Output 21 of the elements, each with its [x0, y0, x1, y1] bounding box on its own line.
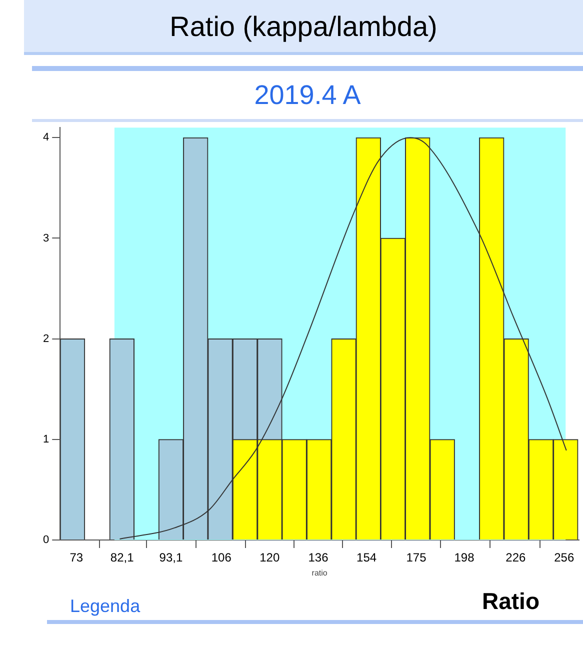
y-tick-label: 4 — [42, 132, 50, 144]
x-tick-label: 154 — [356, 550, 377, 565]
x-tick-label: 82,1 — [110, 550, 134, 565]
text: Legenda — [70, 596, 140, 617]
x-tick-label: 73 — [70, 550, 84, 565]
x-tick-label: 93,1 — [159, 550, 183, 565]
x-tick-label: 256 — [554, 550, 574, 565]
chart-title: Ratio (kappa/lambda) — [24, 0, 583, 55]
x-tick-label: 198 — [454, 550, 475, 565]
y-tick-label: 1 — [42, 433, 50, 446]
x-tick-label: 120 — [260, 550, 280, 565]
text: Ratio — [482, 588, 540, 615]
x-tick-label: 106 — [211, 550, 232, 565]
x-tick-label: 226 — [506, 550, 526, 565]
y-tick-label: 0 — [42, 534, 50, 546]
y-tick-label: 2 — [42, 332, 50, 345]
y-tick-label: 3 — [42, 232, 50, 244]
x-tick-label: 175 — [406, 550, 427, 565]
x-tick-label: 136 — [308, 550, 329, 565]
x-axis-title: ratio — [312, 568, 328, 578]
chart-subtitle: 2019.4 A — [32, 66, 583, 122]
